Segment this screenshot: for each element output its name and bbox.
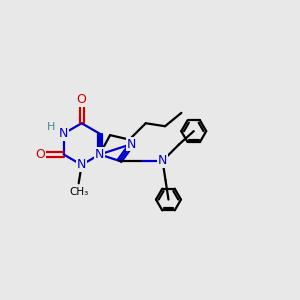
Text: N: N xyxy=(127,138,136,151)
Text: O: O xyxy=(77,93,87,106)
Text: N: N xyxy=(59,127,68,140)
Text: N: N xyxy=(77,158,86,171)
Text: H: H xyxy=(47,122,55,132)
Text: CH₃: CH₃ xyxy=(69,187,88,197)
Text: N: N xyxy=(95,148,104,161)
Text: O: O xyxy=(35,148,45,161)
Text: N: N xyxy=(158,154,167,167)
